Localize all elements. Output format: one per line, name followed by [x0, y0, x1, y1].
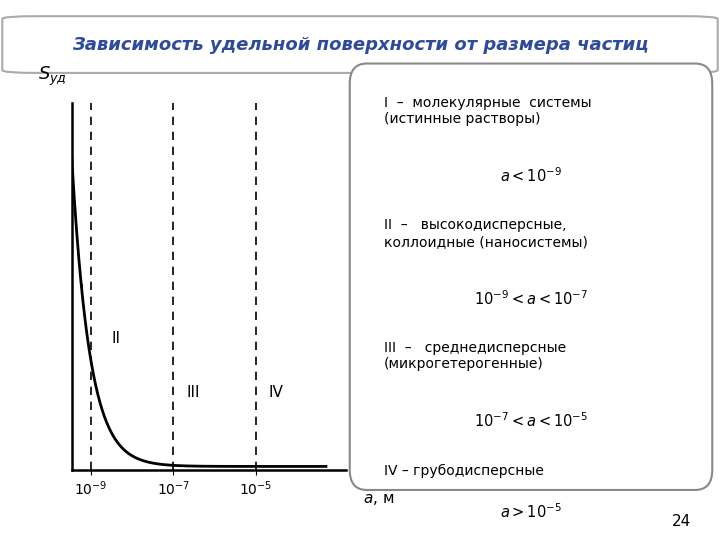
Text: Зависимость удельной поверхности от размера частиц: Зависимость удельной поверхности от разм…: [72, 36, 648, 53]
Text: II  –   высокодисперсные,
коллоидные (наносистемы): II – высокодисперсные, коллоидные (нанос…: [384, 218, 588, 248]
Text: I  –  молекулярные  системы
(истинные растворы): I – молекулярные системы (истинные раств…: [384, 96, 592, 126]
Text: II: II: [111, 331, 120, 346]
Text: $S_{уд}$: $S_{уд}$: [38, 65, 67, 88]
Text: $a > 10^{-5}$: $a > 10^{-5}$: [500, 502, 562, 521]
Text: III: III: [186, 385, 199, 400]
Text: $a$, м: $a$, м: [363, 492, 394, 507]
Text: IV – грубодисперсные: IV – грубодисперсные: [384, 464, 544, 478]
Text: $10^{-9} < a < 10^{-7}$: $10^{-9} < a < 10^{-7}$: [474, 289, 588, 307]
FancyBboxPatch shape: [2, 16, 718, 73]
Text: I: I: [79, 284, 84, 299]
Text: 24: 24: [672, 514, 691, 529]
FancyBboxPatch shape: [350, 64, 712, 490]
Text: $a < 10^{-9}$: $a < 10^{-9}$: [500, 166, 562, 185]
Text: $10^{-7} < a < 10^{-5}$: $10^{-7} < a < 10^{-5}$: [474, 411, 588, 430]
Text: III  –   среднедисперсные
(микрогетерогенные): III – среднедисперсные (микрогетерогенны…: [384, 341, 566, 372]
Text: IV: IV: [268, 385, 283, 400]
